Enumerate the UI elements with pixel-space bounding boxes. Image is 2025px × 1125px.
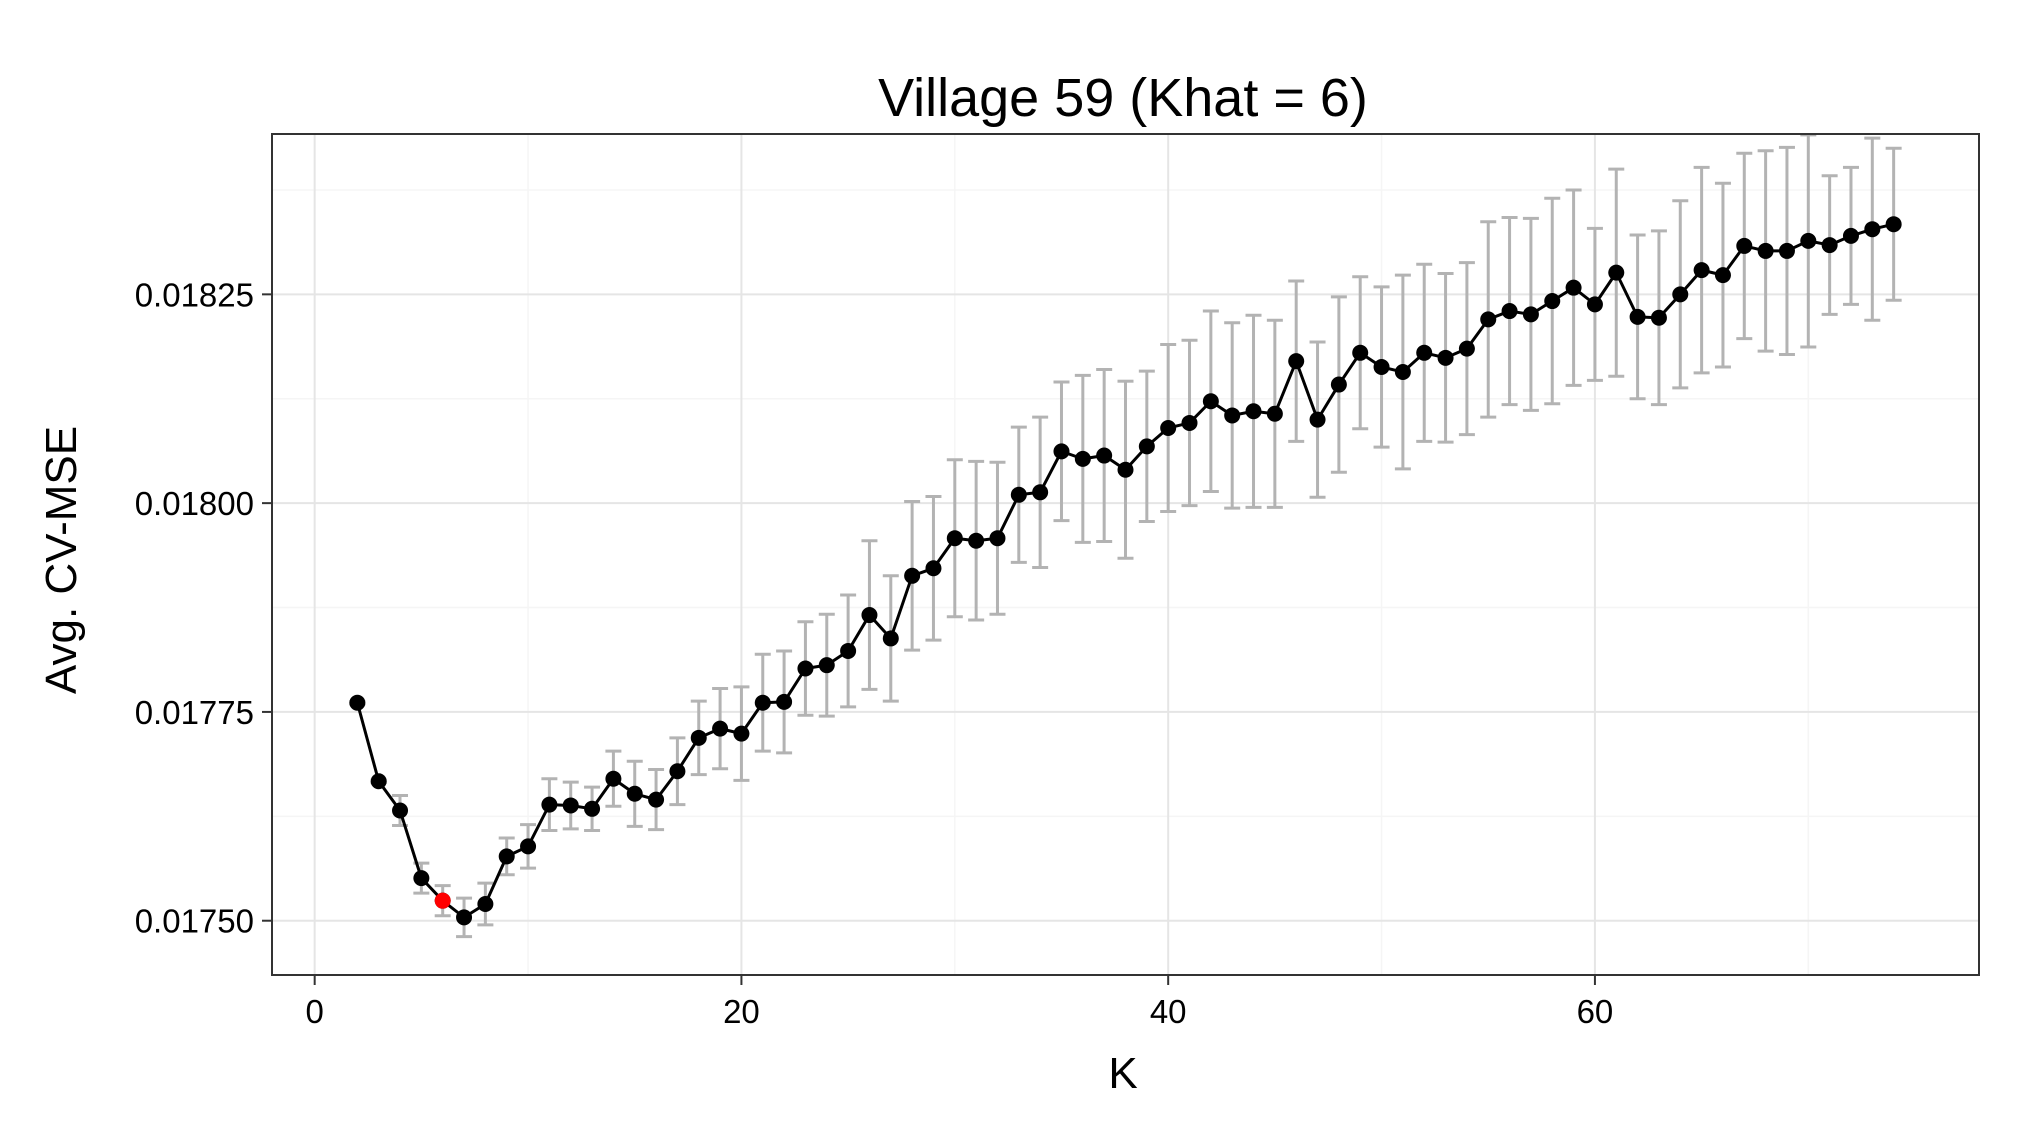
highlight-point bbox=[434, 892, 451, 909]
data-point bbox=[1117, 461, 1134, 478]
data-point bbox=[477, 896, 494, 913]
data-point bbox=[669, 763, 686, 780]
data-point bbox=[968, 532, 985, 549]
data-point bbox=[925, 560, 942, 577]
data-point bbox=[1714, 267, 1731, 284]
data-point bbox=[1181, 414, 1198, 431]
data-point bbox=[626, 785, 643, 802]
plot-panel bbox=[271, 133, 1980, 976]
data-point bbox=[1416, 344, 1433, 361]
data-point bbox=[392, 802, 409, 819]
data-point bbox=[1245, 403, 1262, 420]
data-point bbox=[1202, 393, 1219, 410]
data-point bbox=[1864, 221, 1881, 238]
chart-title: Village 59 (Khat = 6) bbox=[878, 68, 1368, 128]
data-point bbox=[1544, 293, 1561, 310]
data-point bbox=[370, 773, 387, 790]
data-point bbox=[818, 657, 835, 674]
data-point bbox=[733, 725, 750, 742]
data-point bbox=[1480, 311, 1497, 328]
data-point bbox=[1309, 411, 1326, 428]
data-point bbox=[1394, 364, 1411, 381]
x-axis-title: K bbox=[1108, 1049, 1137, 1098]
x-tick-label: 60 bbox=[1577, 993, 1614, 1030]
data-point bbox=[1885, 216, 1902, 233]
y-tick-label: 0.01800 bbox=[135, 485, 254, 522]
data-point bbox=[584, 800, 601, 817]
data-point bbox=[840, 642, 857, 659]
x-tick-label: 40 bbox=[1150, 993, 1187, 1030]
data-point bbox=[520, 838, 537, 855]
data-point bbox=[605, 770, 622, 787]
data-point bbox=[413, 870, 430, 887]
data-point bbox=[776, 693, 793, 710]
data-point bbox=[1522, 306, 1539, 323]
data-point bbox=[1650, 309, 1667, 326]
data-point bbox=[1224, 407, 1241, 424]
data-point bbox=[946, 530, 963, 547]
data-point bbox=[1096, 447, 1113, 464]
data-point bbox=[1501, 303, 1518, 320]
data-point bbox=[1629, 308, 1646, 325]
data-point bbox=[754, 694, 771, 711]
y-axis-title: Avg. CV-MSE bbox=[37, 426, 86, 694]
data-point bbox=[1437, 349, 1454, 366]
data-point bbox=[1693, 262, 1710, 279]
x-axis: 0 20 40 60 bbox=[305, 975, 1613, 1030]
data-point bbox=[1266, 405, 1283, 422]
data-point bbox=[1010, 486, 1027, 503]
data-point bbox=[1800, 232, 1817, 249]
data-point bbox=[1074, 450, 1091, 467]
data-point bbox=[456, 909, 473, 926]
data-point bbox=[861, 607, 878, 624]
data-point bbox=[562, 797, 579, 814]
data-point bbox=[1842, 227, 1859, 244]
data-point bbox=[1736, 237, 1753, 254]
y-tick-label: 0.01825 bbox=[135, 276, 254, 313]
data-point bbox=[1053, 443, 1070, 460]
data-point bbox=[541, 796, 558, 813]
data-point bbox=[1352, 344, 1369, 361]
data-point bbox=[498, 848, 515, 865]
data-point bbox=[1138, 438, 1155, 455]
y-tick-label: 0.01775 bbox=[135, 694, 254, 731]
x-tick-label: 0 bbox=[305, 993, 323, 1030]
x-tick-label: 20 bbox=[723, 993, 760, 1030]
data-point bbox=[882, 630, 899, 647]
y-tick-label: 0.01750 bbox=[135, 903, 254, 940]
data-point bbox=[1373, 359, 1390, 376]
data-point bbox=[349, 694, 366, 711]
data-point bbox=[1458, 340, 1475, 357]
data-point bbox=[1288, 353, 1305, 370]
data-point bbox=[989, 530, 1006, 547]
data-point bbox=[1821, 237, 1838, 254]
y-axis: 0.01750 0.01775 0.01800 0.01825 bbox=[135, 276, 272, 940]
data-point bbox=[1032, 484, 1049, 501]
data-point bbox=[712, 720, 729, 737]
data-point bbox=[1565, 279, 1582, 296]
data-point bbox=[1608, 264, 1625, 281]
data-point bbox=[1757, 242, 1774, 259]
data-point bbox=[1672, 286, 1689, 303]
data-point bbox=[1330, 376, 1347, 393]
data-point bbox=[797, 660, 814, 677]
data-point bbox=[1586, 296, 1603, 313]
data-point bbox=[1160, 419, 1177, 436]
panel-border bbox=[271, 133, 1980, 976]
data-point bbox=[690, 729, 707, 746]
data-point bbox=[648, 791, 665, 808]
data-point bbox=[904, 567, 921, 584]
data-point bbox=[1778, 242, 1795, 259]
